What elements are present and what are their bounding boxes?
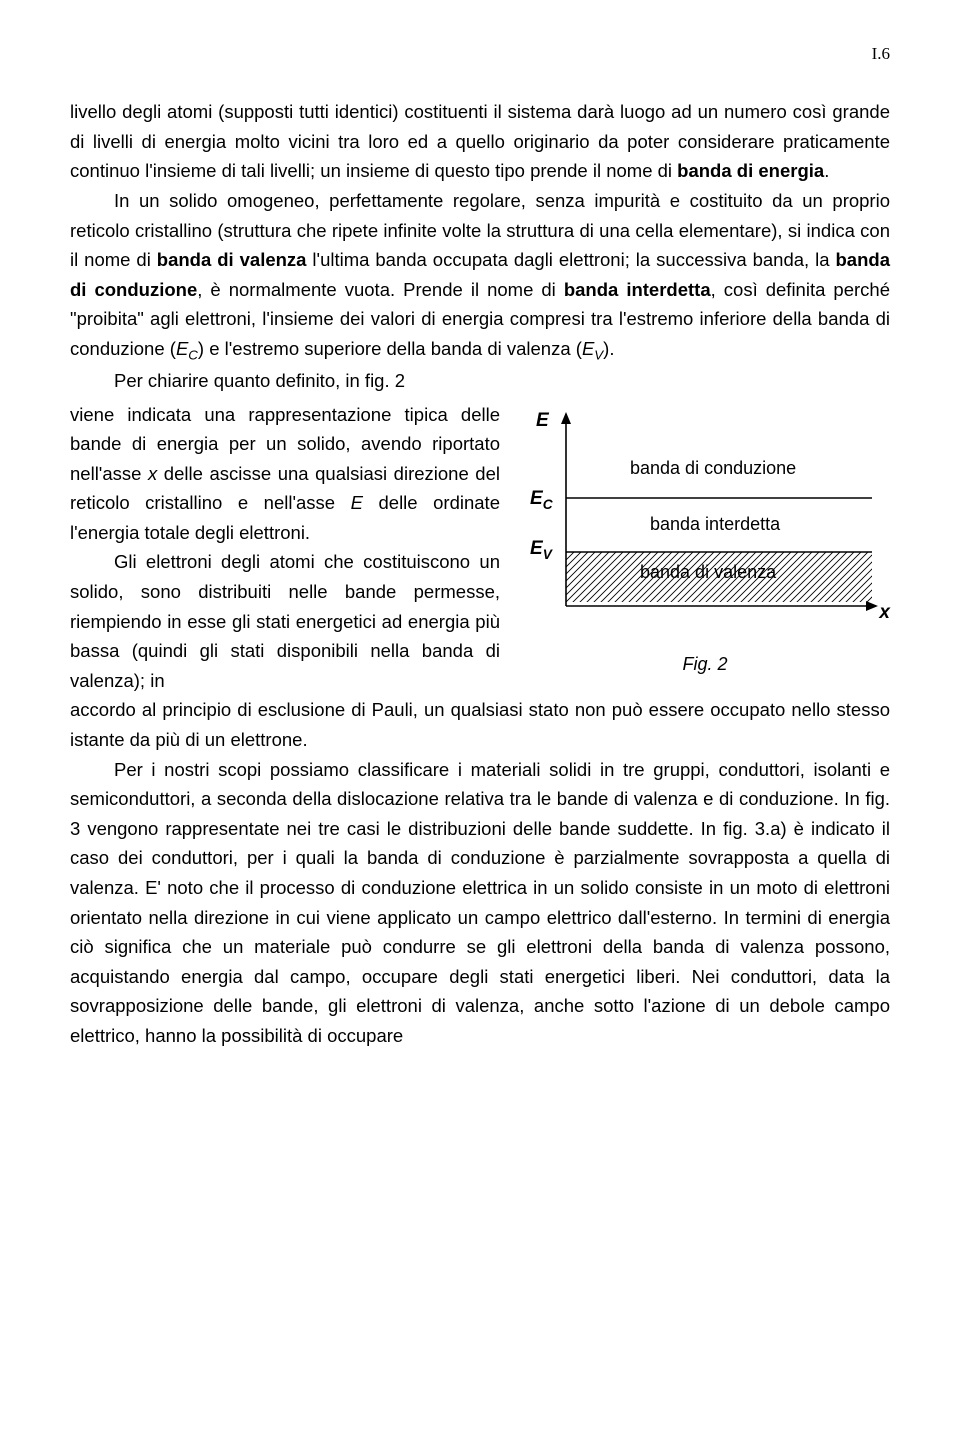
band-label-interdetta: banda interdetta — [650, 510, 780, 539]
EV-E: E — [530, 538, 543, 559]
axis-label-E: E — [536, 406, 549, 436]
p2-text-f: ). — [603, 338, 614, 359]
axis-label-x: x — [879, 598, 890, 628]
right-column: E EC EV x banda di conduzione banda inte… — [520, 400, 890, 679]
p4-after: accordo al principio di esclusione di Pa… — [70, 699, 890, 750]
p3-x: x — [148, 463, 157, 484]
paragraph-3-rest: viene indicata una rappresentazione tipi… — [70, 400, 500, 548]
p2-text-c: , è normalmente vuota. Prende il nome di — [197, 279, 564, 300]
EC-C: C — [543, 496, 553, 511]
p2-EC-C: C — [188, 348, 198, 363]
band-label-conduzione: banda di conduzione — [630, 454, 796, 483]
band-label-valenza: banda di valenza — [640, 558, 776, 587]
paragraph-4-left: Gli elettroni degli atomi che costituisc… — [70, 547, 500, 695]
two-column-region: viene indicata una rappresentazione tipi… — [70, 400, 890, 696]
p1-bold-a: banda di energia — [677, 160, 824, 181]
figure-caption: Fig. 2 — [520, 650, 890, 679]
p2-EC-E: E — [176, 338, 188, 359]
energy-band-diagram: E EC EV x banda di conduzione banda inte… — [520, 406, 890, 646]
paragraph-5: Per i nostri scopi possiamo classificare… — [70, 755, 890, 1051]
paragraph-4-after: accordo al principio di esclusione di Pa… — [70, 695, 890, 754]
level-label-EC: EC — [530, 484, 553, 516]
p2-bold-a: banda di valenza — [157, 249, 307, 270]
p2-EV-E: E — [582, 338, 594, 359]
p5-text: Per i nostri scopi possiamo classificare… — [70, 759, 890, 1046]
p2-bold-c: banda interdetta — [564, 279, 711, 300]
paragraph-1: livello degli atomi (supposti tutti iden… — [70, 97, 890, 186]
p1-text-b: . — [824, 160, 829, 181]
EC-E: E — [530, 488, 543, 509]
left-column: viene indicata una rappresentazione tipi… — [70, 400, 500, 696]
level-label-EV: EV — [530, 534, 552, 566]
p4-left: Gli elettroni degli atomi che costituisc… — [70, 551, 500, 690]
p3-E: E — [351, 492, 363, 513]
page-number: I.6 — [70, 40, 890, 67]
paragraph-2: In un solido omogeneo, perfettamente reg… — [70, 186, 890, 366]
p2-text-b: l'ultima banda occupata dagli elettroni;… — [306, 249, 835, 270]
p3-first: Per chiarire quanto definito, in fig. 2 — [114, 370, 405, 391]
p2-text-e: ) e l'estremo superiore della banda di v… — [198, 338, 582, 359]
EV-V: V — [543, 546, 552, 561]
p2-EV-V: V — [594, 348, 603, 363]
paragraph-3-firstline: Per chiarire quanto definito, in fig. 2 — [70, 366, 890, 396]
